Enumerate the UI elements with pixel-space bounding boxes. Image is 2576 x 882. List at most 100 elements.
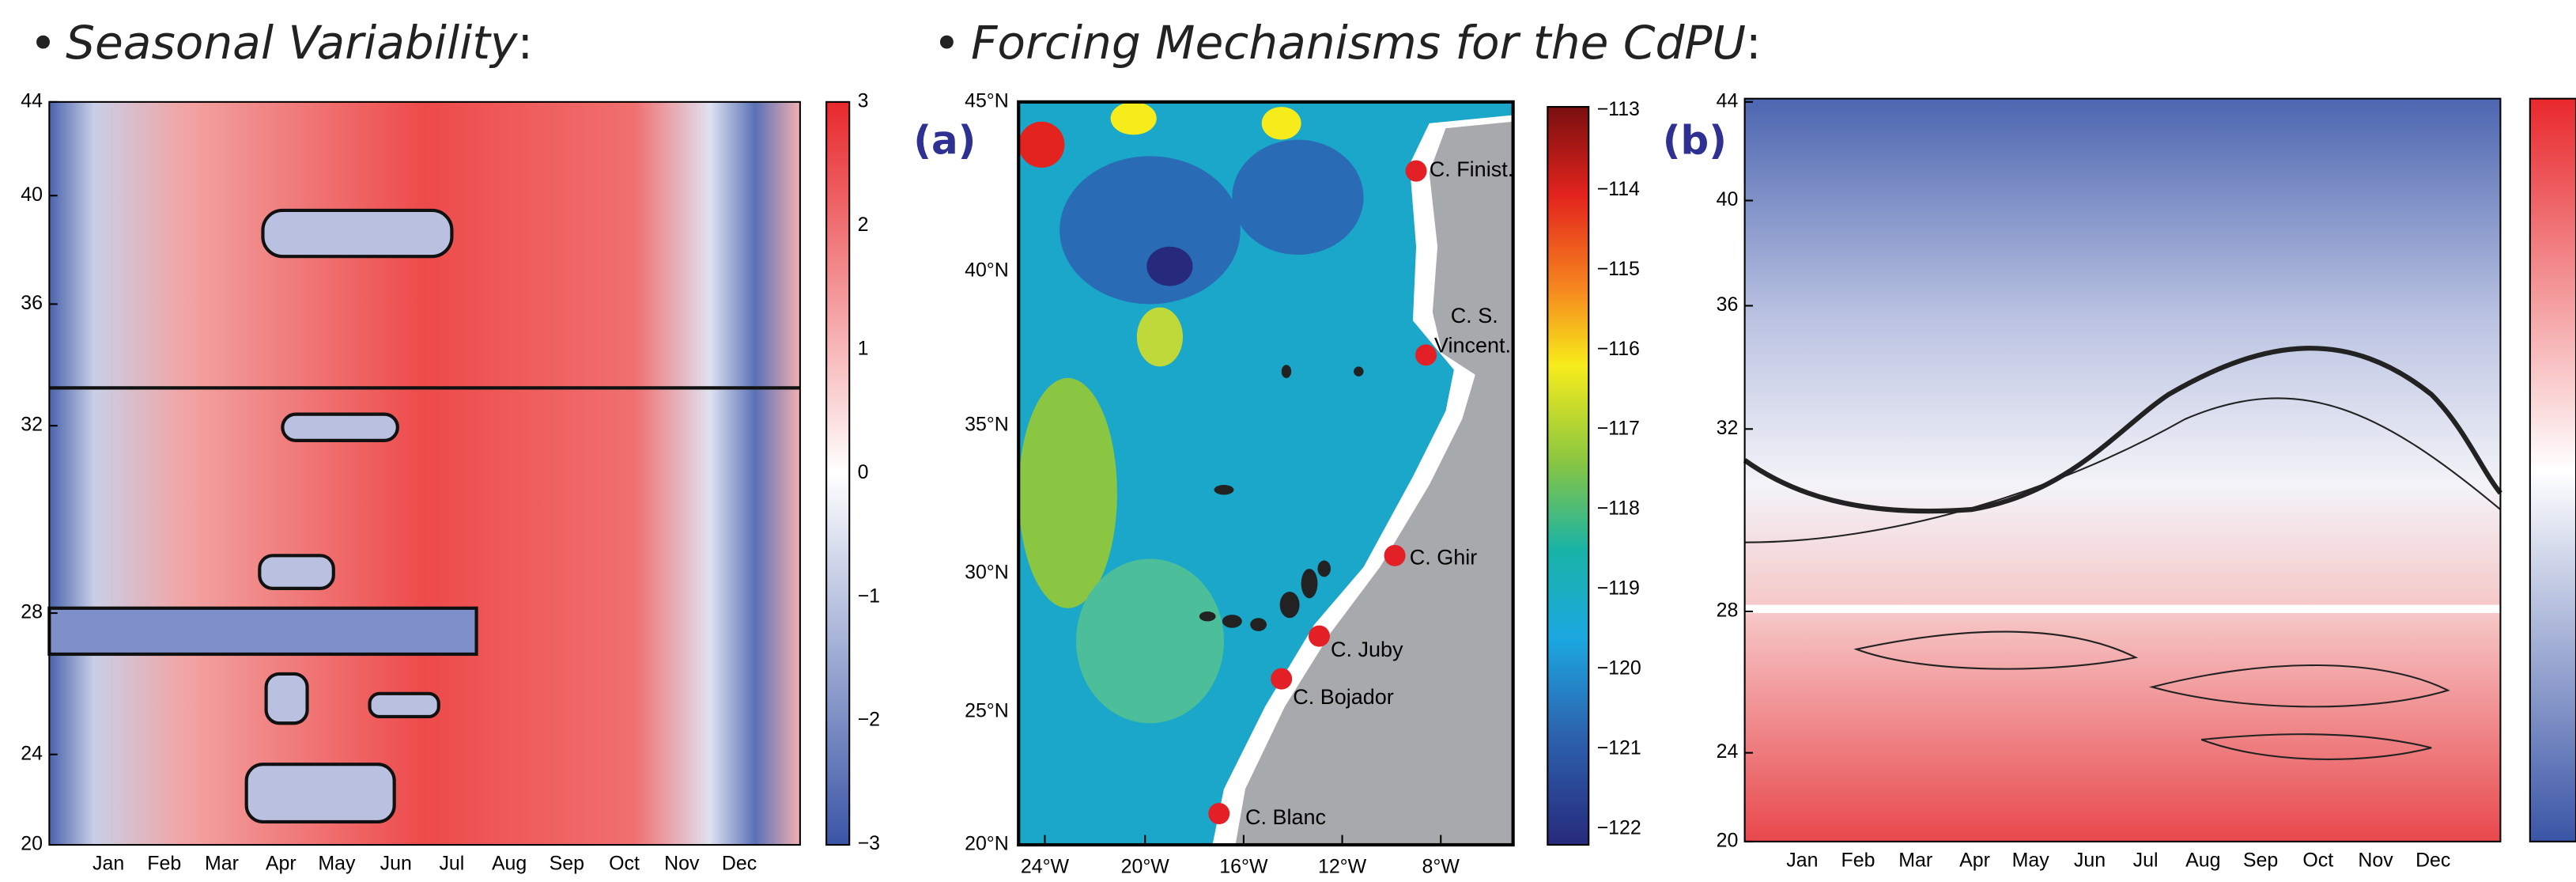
x-tick-label: Aug <box>2185 849 2220 871</box>
lon-tick-label: 20°W <box>1121 856 1170 878</box>
y-tick-label: 44 <box>1717 89 1739 112</box>
colorbar-tick-label: −115 <box>1597 258 1640 280</box>
x-tick-label: Mar <box>205 853 239 875</box>
x-tick-label: Dec <box>722 853 757 875</box>
cape-marker <box>1208 803 1230 825</box>
heading: Seasonal Variability: <box>66 16 533 70</box>
y-tick-label: 24 <box>1717 740 1739 763</box>
cape-marker <box>1405 160 1427 182</box>
x-tick-label: Nov <box>664 853 700 875</box>
y-tick-label: 32 <box>21 414 43 436</box>
heading: Forcing Mechanisms for the CdPU: <box>971 16 1762 70</box>
place-label: C. Ghir <box>1410 546 1478 570</box>
x-tick-label: May <box>2012 849 2050 871</box>
lon-tick-label: 12°W <box>1318 856 1367 878</box>
colorbar-tick-label: −120 <box>1597 657 1641 679</box>
panel-label: (a) <box>913 117 976 163</box>
colorbar-tick-label: −117 <box>1597 418 1640 440</box>
x-tick-label: Jan <box>93 853 124 875</box>
cape-marker <box>1271 668 1293 690</box>
colorbar-tick-label: −121 <box>1597 737 1641 759</box>
x-tick-label: Nov <box>2358 849 2393 871</box>
place-label: C. Bojador <box>1293 685 1394 709</box>
colorbar-tick-label: 2 <box>858 214 869 236</box>
y-tick-label: 24 <box>21 742 43 764</box>
panel-label: (b) <box>1663 117 1727 163</box>
x-tick-label: Apr <box>266 853 297 875</box>
x-tick-label: Oct <box>609 853 640 875</box>
lat-tick-label: 35°N <box>965 414 1009 436</box>
colorbar <box>2529 97 2576 842</box>
x-tick-label: Mar <box>1898 849 1932 871</box>
x-tick-label: Jun <box>380 853 412 875</box>
x-tick-label: Feb <box>147 853 181 875</box>
cape-marker <box>1384 544 1406 566</box>
x-tick-label: Oct <box>2302 849 2333 871</box>
colorbar-tick-label: −113 <box>1597 98 1640 120</box>
colorbar-tick-label: 3 <box>858 89 869 112</box>
x-tick-label: Jul <box>439 853 464 875</box>
colorbar-tick-label: −118 <box>1597 498 1640 520</box>
x-tick-label: Sep <box>550 853 584 875</box>
colorbar-tick-label: 1 <box>858 337 869 359</box>
data-gap <box>1744 604 2501 614</box>
plot-frame <box>48 100 801 846</box>
x-tick-label: Jun <box>2074 849 2106 871</box>
y-tick-label: 28 <box>21 601 43 623</box>
place-label: C. Finist. <box>1430 157 1514 181</box>
x-tick-label: Sep <box>2243 849 2278 871</box>
place-label: C. S. <box>1451 304 1498 327</box>
field-features <box>47 208 800 824</box>
x-tick-label: Dec <box>2415 849 2450 871</box>
map-frame <box>1017 100 1515 847</box>
x-tick-label: Feb <box>1841 849 1875 871</box>
lat-tick-label: 20°N <box>965 833 1009 855</box>
colorbar-tick-label: −1 <box>858 585 880 607</box>
ocean-features <box>1018 101 1364 724</box>
y-tick-label: 36 <box>1717 293 1739 316</box>
heading-suffix: : <box>1746 16 1762 70</box>
place-label: C. Juby <box>1331 638 1403 661</box>
bullet: • <box>933 16 960 70</box>
lon-tick-label: 8°W <box>1422 856 1460 878</box>
heading-suffix: : <box>517 16 533 70</box>
lon-tick-label: 24°W <box>1021 856 1070 878</box>
colorbar-tick-label: −2 <box>858 709 880 731</box>
y-tick-label: 28 <box>1717 600 1739 622</box>
lon-tick-label: 16°W <box>1219 856 1268 878</box>
colorbar-tick-label: −3 <box>858 832 880 854</box>
x-tick-label: May <box>318 853 356 875</box>
contours <box>1743 346 2502 760</box>
x-tick-label: Jan <box>1786 849 1818 871</box>
colorbar-tick-label: −122 <box>1597 817 1641 839</box>
y-tick-label: 44 <box>21 89 43 112</box>
lat-tick-label: 40°N <box>965 259 1009 281</box>
plot-frame <box>1743 97 2502 842</box>
heatmap-field <box>1744 98 2501 842</box>
y-tick-label: 36 <box>21 292 43 314</box>
land <box>1235 121 1513 846</box>
colorbar-tick-label: −119 <box>1597 577 1640 600</box>
place-label: Vincent. <box>1434 334 1511 358</box>
islands <box>1199 365 1364 631</box>
x-tick-label: Aug <box>492 853 527 875</box>
bullet: • <box>29 16 56 70</box>
y-tick-label: 20 <box>1717 829 1739 851</box>
y-tick-label: 32 <box>1717 417 1739 439</box>
heading-text: Seasonal Variability <box>66 16 519 70</box>
lat-tick-label: 30°N <box>965 562 1009 584</box>
y-tick-label: 20 <box>21 833 43 855</box>
cape-marker <box>1308 625 1330 647</box>
y-tick-label: 40 <box>21 184 43 206</box>
heading-text: Forcing Mechanisms for the CdPU <box>971 16 1746 70</box>
colorbar-tick-label: 0 <box>858 461 869 483</box>
colorbar-tick-label: −116 <box>1597 338 1640 360</box>
x-tick-label: Apr <box>1959 849 1990 871</box>
cape-marker <box>1415 344 1437 366</box>
x-tick-label: Jul <box>2133 849 2159 871</box>
colorbar <box>1547 106 1590 846</box>
colorbar <box>825 100 851 846</box>
lat-tick-label: 25°N <box>965 699 1009 721</box>
place-label: C. Blanc <box>1245 805 1326 829</box>
